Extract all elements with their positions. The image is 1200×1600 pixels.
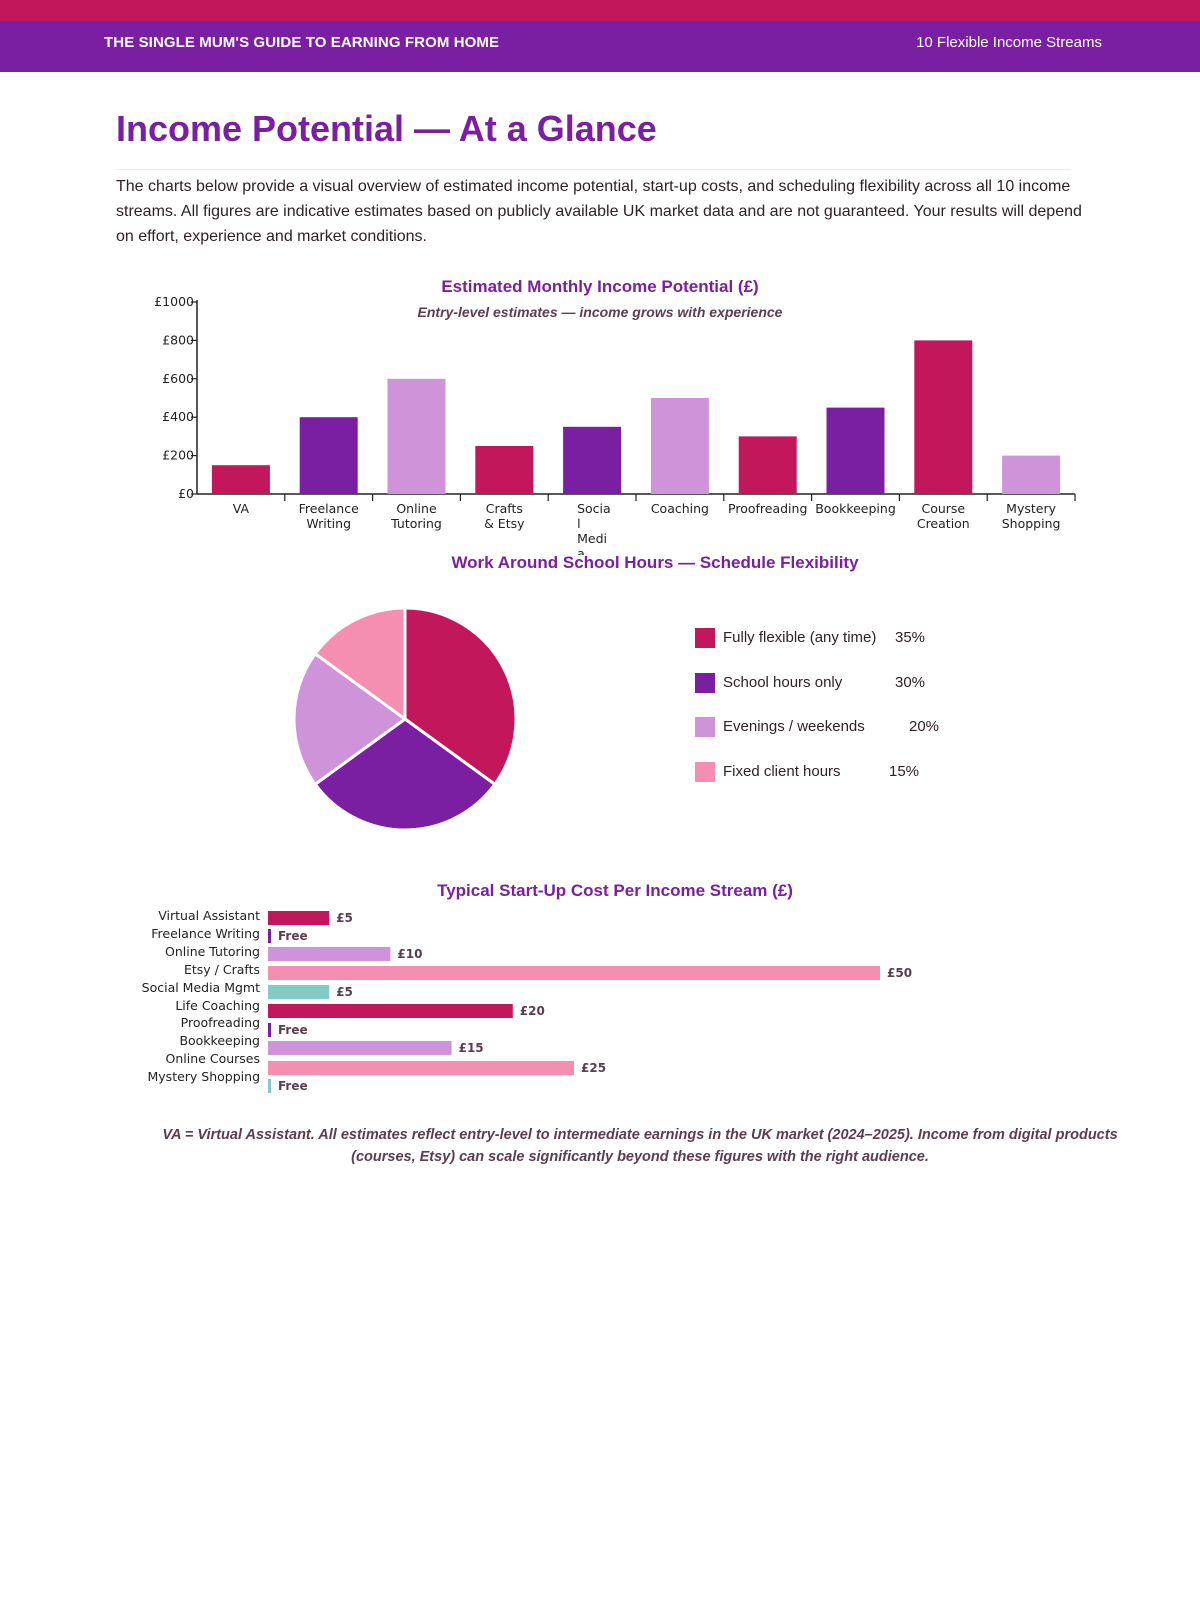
cost-bar xyxy=(268,929,271,943)
income-category-label: Coaching xyxy=(651,501,709,516)
income-chart-title: Estimated Monthly Income Potential (£) xyxy=(441,277,759,296)
income-bar-chart: £0 £200 £400 £600 £800 £1000 VA Freelance Writin… xyxy=(154,294,1076,555)
pie-slice xyxy=(313,717,497,832)
cost-value-label: £25 xyxy=(581,1061,606,1075)
cost-value-label: £5 xyxy=(336,911,353,925)
cost-category-label: Etsy / Crafts xyxy=(184,962,260,977)
cost-category-label: Mystery Shopping xyxy=(148,1069,261,1084)
legend-swatch xyxy=(695,672,715,693)
income-bar xyxy=(826,407,885,494)
intro-paragraph: The charts below provide a visual overvi… xyxy=(116,178,1082,245)
income-category-label: Bookkeeping xyxy=(815,501,896,516)
cost-category-label: Freelance Writing xyxy=(151,926,260,941)
income-category-label: Online Tutoring xyxy=(390,501,442,531)
top-accent-stripe xyxy=(0,0,1200,21)
income-category-label: Proofreading xyxy=(728,501,807,516)
pie-slice xyxy=(313,606,407,722)
income-bar xyxy=(387,378,446,494)
title-divider xyxy=(116,169,1071,170)
legend-value: 15% xyxy=(889,762,920,780)
cost-bar xyxy=(268,966,880,980)
cost-value-label: £50 xyxy=(887,966,912,980)
cost-bar xyxy=(268,985,330,999)
pie-slice xyxy=(292,651,408,787)
income-chart-subtitle: Entry-level estimates — income grows wit… xyxy=(417,304,783,320)
income-y-tick-label: £800 xyxy=(162,332,194,347)
income-category-label: Course Creation xyxy=(917,501,970,531)
cost-category-label: Virtual Assistant xyxy=(158,908,260,923)
cost-category-label: Life Coaching xyxy=(175,998,260,1013)
cost-category-label: Social Media Mgmt xyxy=(142,980,260,995)
cost-value-label: Free xyxy=(278,929,308,943)
cost-value-label: £20 xyxy=(520,1004,545,1018)
cost-value-label: £5 xyxy=(336,985,353,999)
income-category-label: Mystery Shopping xyxy=(1002,501,1061,531)
income-bar xyxy=(1002,455,1061,494)
startup-chart-title: Typical Start-Up Cost Per Income Stream … xyxy=(437,881,793,900)
legend-label: School hours only xyxy=(723,673,843,691)
income-bar xyxy=(211,465,270,494)
cost-bar xyxy=(268,947,391,961)
cost-bar xyxy=(268,1061,574,1075)
income-bar xyxy=(650,398,709,494)
cost-category-label: Proofreading xyxy=(181,1015,260,1030)
page-title: Income Potential — At a Glance xyxy=(116,108,657,149)
income-bar xyxy=(563,426,622,494)
legend-label: Evenings / weekends xyxy=(723,718,865,735)
cost-value-label: £10 xyxy=(397,947,422,961)
section-label: 10 Flexible Income Streams xyxy=(916,34,1102,51)
cost-value-label: Free xyxy=(278,1079,308,1093)
income-bar xyxy=(475,446,534,494)
guide-title: THE SINGLE MUM'S GUIDE TO EARNING FROM H… xyxy=(104,34,500,51)
running-header: THE SINGLE MUM'S GUIDE TO EARNING FROM H… xyxy=(0,21,1200,72)
income-y-tick-label: £200 xyxy=(162,448,194,463)
cost-category-label: Online Courses xyxy=(166,1051,260,1066)
legend-value: 30% xyxy=(895,673,926,691)
legend-swatch xyxy=(695,717,715,737)
cost-value-label: Free xyxy=(278,1023,308,1037)
cost-bar xyxy=(268,1023,271,1037)
legend-swatch xyxy=(695,761,715,782)
income-bar xyxy=(914,340,973,494)
cost-bar xyxy=(268,1004,513,1018)
legend-value: 35% xyxy=(895,629,926,646)
income-bar xyxy=(738,436,797,494)
income-category-label: VA xyxy=(233,501,250,516)
schedule-chart-title: Work Around School Hours — Schedule Flex… xyxy=(451,553,859,572)
income-y-tick-label: £0 xyxy=(178,486,194,501)
cost-category-label: Bookkeeping xyxy=(179,1033,260,1048)
cost-category-label: Online Tutoring xyxy=(165,944,260,959)
income-y-tick-label: £1000 xyxy=(154,294,194,309)
legend-swatch xyxy=(695,628,715,648)
pie-slice xyxy=(403,606,518,787)
cost-bar xyxy=(268,911,330,925)
income-category-label: Crafts & Etsy xyxy=(484,501,525,531)
legend-label: Fully flexible (any time) xyxy=(723,629,877,646)
footnote: VA = Virtual Assistant. All estimates re… xyxy=(162,1127,1118,1165)
income-bar xyxy=(299,417,358,494)
schedule-pie-chart xyxy=(292,606,518,832)
income-y-tick-label: £600 xyxy=(162,371,194,386)
income-category-label: Socia l Medi a xyxy=(577,501,611,555)
income-y-tick-label: £400 xyxy=(162,409,194,424)
cost-value-label: £15 xyxy=(459,1041,484,1055)
startup-cost-bar-chart: Virtual Assistant £5 Freelance Writing Free… xyxy=(142,908,912,1093)
income-category-label: Freelance Writing xyxy=(299,501,359,531)
cost-bar xyxy=(268,1041,452,1055)
legend-value: 20% xyxy=(909,718,940,735)
cost-bar xyxy=(268,1079,271,1093)
legend-label: Fixed client hours xyxy=(723,762,841,780)
